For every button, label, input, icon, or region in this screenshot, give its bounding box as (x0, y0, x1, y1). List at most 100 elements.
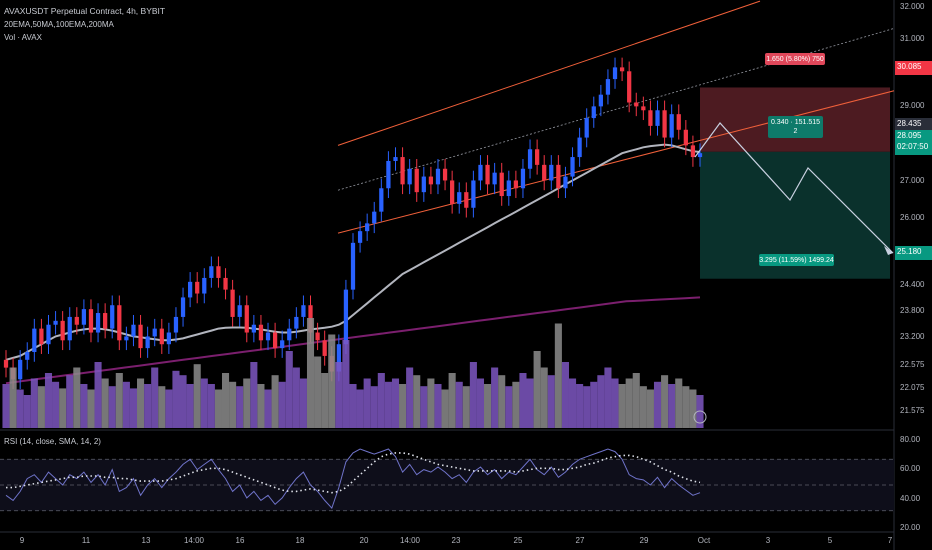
candle-body (697, 153, 703, 158)
candle-body (159, 328, 164, 345)
volume-bar (427, 378, 435, 428)
candle-body (549, 164, 554, 181)
volume-bar (37, 386, 45, 428)
volume-bar (200, 378, 208, 428)
volume-bar (87, 389, 95, 428)
candle-body (3, 359, 9, 368)
volume-bar (165, 389, 173, 428)
volume-bar (229, 381, 237, 428)
volume-bar (94, 362, 102, 428)
volume-bar (583, 386, 591, 428)
volume-bar (590, 381, 598, 428)
candle-body (450, 180, 455, 204)
candle-body (280, 340, 285, 349)
y-tick-label: 22.575 (900, 360, 925, 369)
rsi-tick-label: 60.00 (900, 464, 921, 473)
volume-bar (115, 373, 123, 428)
candle-body (81, 309, 87, 325)
volume-bar (2, 384, 10, 428)
candle-body (612, 67, 618, 80)
rsi-line (5, 448, 701, 510)
candle-body (230, 289, 235, 317)
candle-body (542, 164, 547, 181)
candle-body (534, 149, 540, 165)
volume-bar (399, 384, 407, 428)
volume-bar (80, 384, 88, 428)
volume-bar (349, 384, 357, 428)
candle-body (195, 281, 200, 294)
candle-body (39, 328, 44, 345)
y-tick-label: 32.000 (900, 2, 925, 11)
volume-bar (547, 375, 555, 428)
y-tick-label: 23.200 (900, 332, 925, 341)
candle-body (294, 316, 299, 329)
candle-body (499, 172, 504, 197)
x-tick-label: Oct (698, 536, 711, 545)
volume-bar (278, 381, 286, 428)
x-tick-label: 14:00 (400, 536, 421, 545)
candle-body (152, 328, 157, 337)
candle-body (166, 332, 172, 345)
volume-bar (413, 375, 421, 428)
candle-body (407, 168, 412, 185)
candle-body (202, 277, 207, 294)
volume-bar (30, 378, 38, 428)
x-tick-label: 11 (82, 536, 91, 545)
volume-bar (243, 378, 251, 428)
candle-body (350, 242, 356, 290)
volume-bar (462, 386, 470, 428)
candle-body (669, 114, 674, 138)
candle-body (53, 320, 58, 325)
volume-bar (568, 378, 577, 428)
volume-bar (292, 367, 300, 428)
candle-body (634, 102, 639, 107)
x-tick-label: 9 (20, 536, 25, 545)
candle-body (209, 266, 214, 278)
volume-bar (59, 388, 67, 428)
candle-body (513, 180, 519, 189)
candle-body (251, 324, 256, 333)
x-tick-label: 5 (828, 536, 833, 545)
countdown-tag: 28.095 (897, 131, 922, 140)
rsi-label: RSI (14, close, SMA, 14, 2) (4, 437, 101, 446)
volume-bar (356, 389, 364, 428)
candle-body (173, 316, 179, 333)
candle-body (662, 110, 667, 138)
countdown-tag-bg (895, 130, 932, 155)
projection-arrowhead (884, 246, 893, 255)
y-tick-label: 23.800 (900, 306, 925, 315)
candle-body (577, 137, 582, 158)
candle-body (605, 79, 611, 95)
candle-body (216, 266, 221, 278)
candle-body (492, 172, 497, 185)
volume-bar (44, 373, 53, 428)
entry-label-box (768, 116, 823, 138)
stop-price-tag-bg (895, 61, 932, 75)
volume-bar (179, 375, 187, 428)
flash-icon (693, 410, 707, 424)
volume-bar (668, 384, 676, 428)
stop-label-box (765, 53, 825, 65)
volume-bar (172, 370, 180, 428)
candle-body (464, 192, 469, 208)
candle-body (365, 223, 370, 232)
candle-body (584, 118, 589, 138)
volume-bar (271, 375, 279, 428)
candle-body (485, 164, 490, 185)
candle-body (379, 188, 384, 212)
x-tick-label: 13 (142, 536, 151, 545)
projection-path (694, 122, 894, 254)
candle-body (18, 359, 23, 380)
volume-bar (314, 356, 322, 428)
volume-bar (129, 388, 138, 428)
volume-bar (484, 384, 492, 428)
candle-body (457, 192, 462, 204)
volume-bar (441, 389, 449, 428)
candle-body (520, 168, 526, 189)
ma200-line (5, 296, 701, 385)
candle-body (138, 324, 143, 349)
volume-bar (597, 375, 605, 428)
indicator-list: 20EMA,50MA,100EMA,200MA (4, 20, 114, 29)
candle-body (690, 145, 696, 158)
